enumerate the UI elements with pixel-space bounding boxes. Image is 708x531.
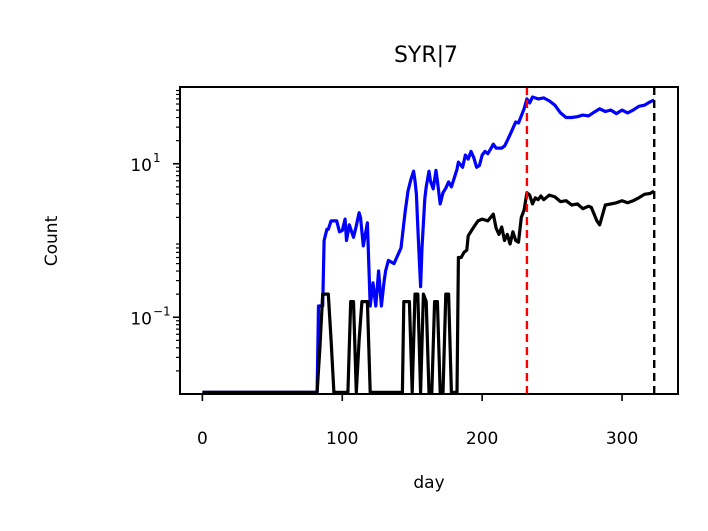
x-tick-label: 200 (466, 429, 498, 449)
y-tick-label: 10 (130, 309, 152, 329)
plot-frame (179, 86, 679, 395)
y-tick-label: 10 (130, 156, 152, 176)
y-tick-exponent: −1 (153, 304, 171, 318)
x-tick-label: 300 (606, 429, 638, 449)
chart-title: SYR|7 (394, 43, 458, 68)
series-line-2 (202, 189, 655, 394)
reference-lines (525, 87, 656, 394)
x-tick-label: 0 (197, 429, 208, 449)
y-axis-label: Count (42, 215, 62, 266)
x-tick-label: 100 (326, 429, 358, 449)
series-layer (202, 95, 655, 394)
y-tick-exponent: 1 (153, 151, 161, 165)
x-axis-label: day (413, 473, 444, 493)
x-axis-ticks: 0 100 200 300 (197, 394, 638, 449)
series-line-1 (202, 95, 655, 394)
